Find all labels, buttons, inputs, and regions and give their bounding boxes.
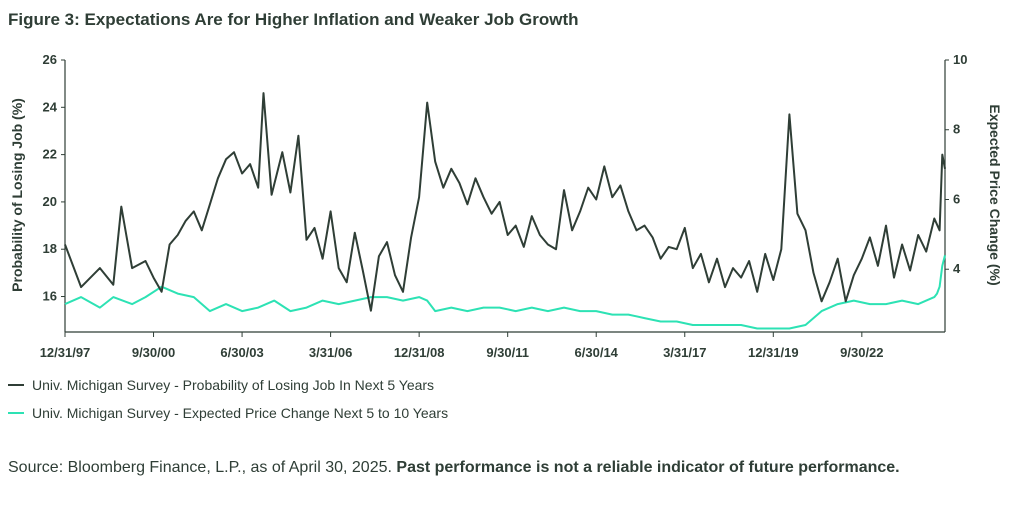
axes: 16 18 20 22 24 26 4 6 8 10 12/31/97 9/30/00 6/30/03 3… [40,52,968,360]
y-tick-label-right: 6 [953,191,960,206]
legend-swatch-price [8,412,24,414]
y-tick-label-right: 10 [953,52,967,67]
y-tick-label-left: 26 [43,52,57,67]
x-tick-label: 3/31/17 [663,345,706,360]
legend-label-job: Univ. Michigan Survey - Probability of L… [32,377,435,393]
y-tick-label-right: 8 [953,122,960,137]
legend-label-price: Univ. Michigan Survey - Expected Price C… [32,405,449,421]
y-tick-label-left: 20 [43,194,57,209]
y-axis-right-label: Expected Price Change (%) [987,104,1003,285]
x-tick-label: 3/31/06 [309,345,352,360]
y-tick-label-right: 4 [953,261,961,276]
source-text: Source: Bloomberg Finance, L.P., as of A… [8,459,397,476]
chart-title: Figure 3: Expectations Are for Higher In… [8,10,579,29]
x-tick-label: 9/30/11 [486,345,529,360]
y-tick-label-left: 24 [43,99,58,114]
source-note: Source: Bloomberg Finance, L.P., as of A… [8,458,1008,478]
line-chart: 16 18 20 22 24 26 4 6 8 10 12/31/97 9/30/00 6/30/03 3… [9,52,1003,360]
disclaimer-text: Past performance is not a reliable indic… [396,459,900,476]
y-tick-label-left: 18 [43,241,57,256]
series-line-price [64,255,946,330]
y-tick-label-left: 16 [43,289,57,304]
series-group [64,92,946,330]
x-tick-label: 6/30/14 [575,345,619,360]
legend-item-price: Univ. Michigan Survey - Expected Price C… [8,405,448,421]
x-tick-label: 12/31/08 [394,345,445,360]
x-tick-label: 9/30/00 [132,345,175,360]
series-line-job [64,92,946,312]
y-tick-label-left: 22 [43,147,57,162]
legend-item-job: Univ. Michigan Survey - Probability of L… [8,377,434,393]
x-tick-label: 9/30/22 [840,345,883,360]
x-tick-label: 12/31/97 [40,345,91,360]
y-axis-left-label: Probability of Losing Job (%) [9,98,25,292]
legend-swatch-job [8,384,24,386]
x-tick-label: 6/30/03 [220,345,263,360]
x-tick-label: 12/31/19 [748,345,799,360]
